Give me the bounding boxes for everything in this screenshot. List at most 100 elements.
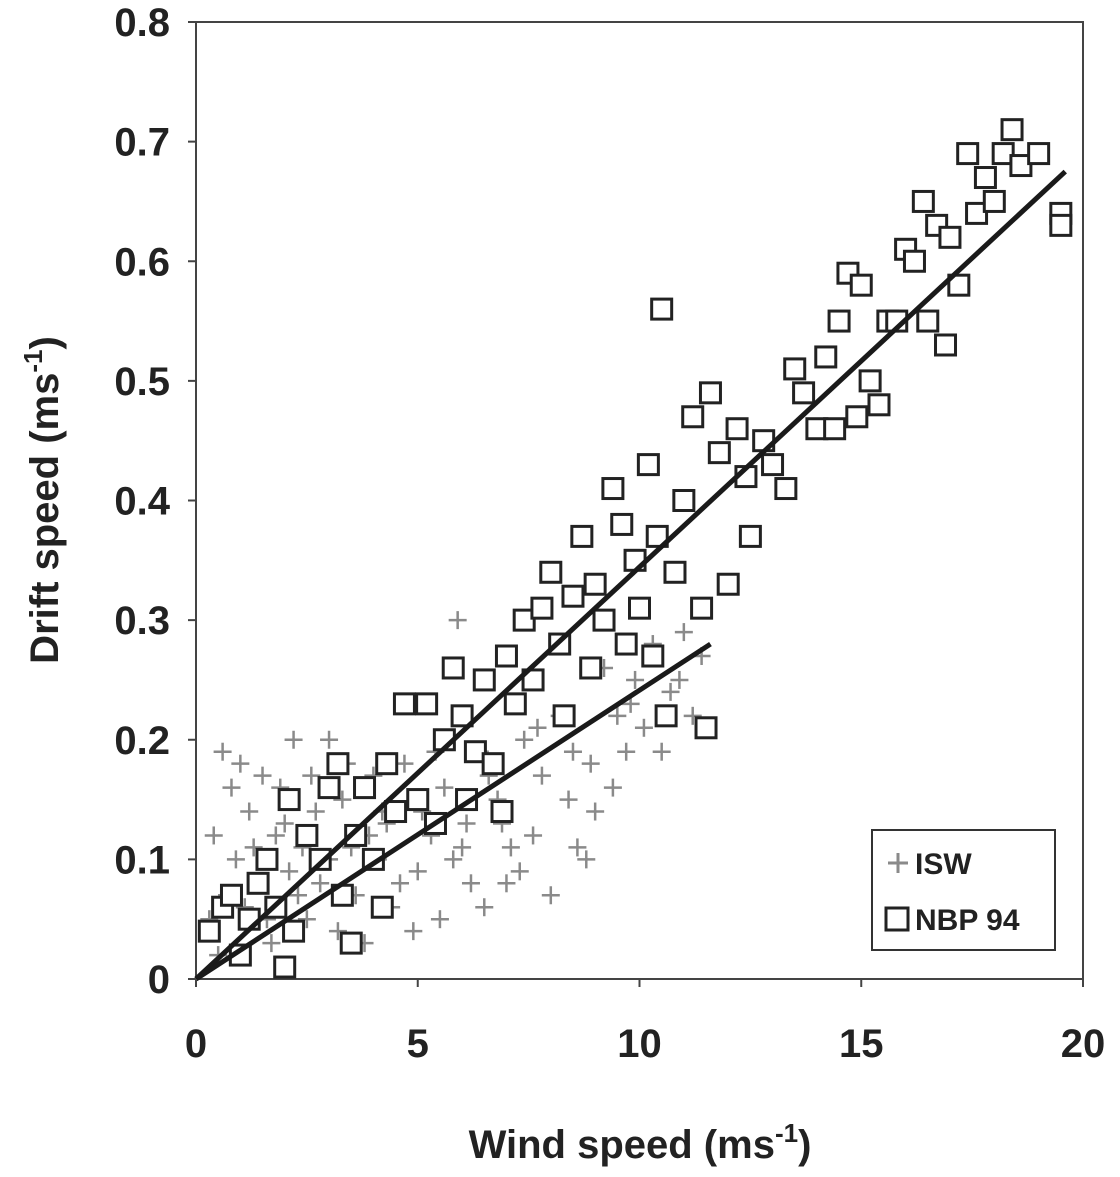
nbp94-point [463, 740, 487, 764]
isw-point [524, 826, 543, 845]
isw-point [497, 874, 516, 893]
nbp94-point [552, 704, 576, 728]
fit-lines [194, 169, 1067, 982]
nbp94-point [681, 405, 705, 429]
nbp94-point [570, 524, 594, 548]
nbp94-point [698, 381, 722, 405]
isw-point [510, 862, 529, 881]
isw-point [528, 718, 547, 737]
nbp94-point [965, 201, 989, 225]
nbp94-point [650, 297, 674, 321]
isw-point [244, 838, 263, 857]
isw-point [266, 826, 285, 845]
nbp94-point [814, 345, 838, 369]
nbp94-point [916, 309, 940, 333]
isw-point [408, 862, 427, 881]
legend-nbp94-label: NBP 94 [915, 904, 1020, 937]
y-tick-label: 0.6 [114, 240, 170, 284]
isw-point [231, 754, 250, 773]
nbp94-point [512, 608, 536, 632]
nbp94-point [353, 776, 377, 800]
isw-point [563, 742, 582, 761]
nbp94-point [902, 249, 926, 273]
isw-point [453, 838, 472, 857]
isw-point [577, 850, 596, 869]
isw-point [670, 670, 689, 689]
nbp94-point [255, 847, 279, 871]
nbp94-point [530, 596, 554, 620]
nbp94-point [219, 883, 243, 907]
isw-point [617, 742, 636, 761]
nbp94-point [308, 847, 332, 871]
isw-point [395, 754, 414, 773]
x-tick-label: 0 [185, 1022, 207, 1066]
y-axis-label-text: Drift speed (ms [23, 373, 67, 664]
nbp94-point [628, 596, 651, 620]
nbp94-point [725, 417, 749, 441]
nbp94-point [370, 895, 394, 919]
nbp94-point [849, 273, 873, 297]
nbp94-point [738, 524, 762, 548]
isw-point [280, 862, 299, 881]
nbp94-point [792, 381, 816, 405]
isw-point [461, 874, 480, 893]
y-tick-label: 0.8 [114, 1, 170, 45]
isw-point [661, 682, 680, 701]
fit-line-isw [194, 641, 712, 982]
isw-point [435, 778, 454, 797]
x-tick-label: 5 [407, 1022, 429, 1066]
x-tick-label: 15 [839, 1022, 884, 1066]
legend-box [871, 829, 1056, 951]
nbp94-point [317, 776, 341, 800]
isw-point [475, 898, 494, 917]
nbp94-point [490, 800, 514, 824]
isw-point [333, 790, 352, 809]
nbp94-point [956, 142, 980, 166]
nbp94-point [938, 225, 962, 249]
nbp94-point [295, 823, 319, 847]
isw-point [204, 826, 223, 845]
nbp94-point [867, 393, 891, 417]
nbp94-point [654, 704, 678, 728]
isw-point [674, 623, 693, 642]
isw-point [302, 766, 321, 785]
x-axis-ticks: 0 5 10 15 20 [185, 979, 1105, 1066]
nbp94-point [326, 752, 350, 776]
nbp94-point [1049, 213, 1073, 237]
nbp94-point [494, 644, 518, 668]
isw-point [457, 814, 476, 833]
nbp94-point [273, 955, 297, 979]
nbp94-point [450, 704, 474, 728]
x-axis-label-text: Wind speed (ms [469, 1123, 775, 1167]
isw-point [501, 838, 520, 857]
isw-point [634, 718, 653, 737]
nbp94-point [973, 166, 997, 190]
nbp94-point [672, 489, 696, 512]
isw-point [444, 850, 463, 869]
nbp94-point [406, 788, 430, 812]
x-axis-label-sup: -1 [775, 1118, 798, 1148]
isw-point [448, 611, 467, 630]
isw-point [568, 838, 587, 857]
isw-point [586, 802, 605, 821]
nbp94-point [197, 919, 221, 943]
isw-point [284, 730, 303, 749]
x-axis-label: Wind speed (ms-1) [469, 1118, 812, 1167]
isw-point [532, 766, 551, 785]
legend-nbp94-marker-icon [884, 906, 910, 932]
x-axis-label-end: ) [798, 1123, 811, 1167]
isw-point [652, 742, 671, 761]
nbp94-point [614, 632, 638, 656]
nbp94-point [601, 477, 625, 501]
nbp94-point [282, 919, 306, 943]
nbp94-point [392, 692, 416, 716]
nbp94-point [277, 788, 301, 812]
y-tick-label: 0.2 [114, 719, 170, 763]
nbp94-point [663, 560, 687, 584]
isw-point [626, 670, 645, 689]
isw-point [608, 706, 627, 725]
nbp94-point [481, 752, 505, 776]
nbp94-point [561, 584, 585, 608]
nbp94-point [636, 453, 660, 477]
